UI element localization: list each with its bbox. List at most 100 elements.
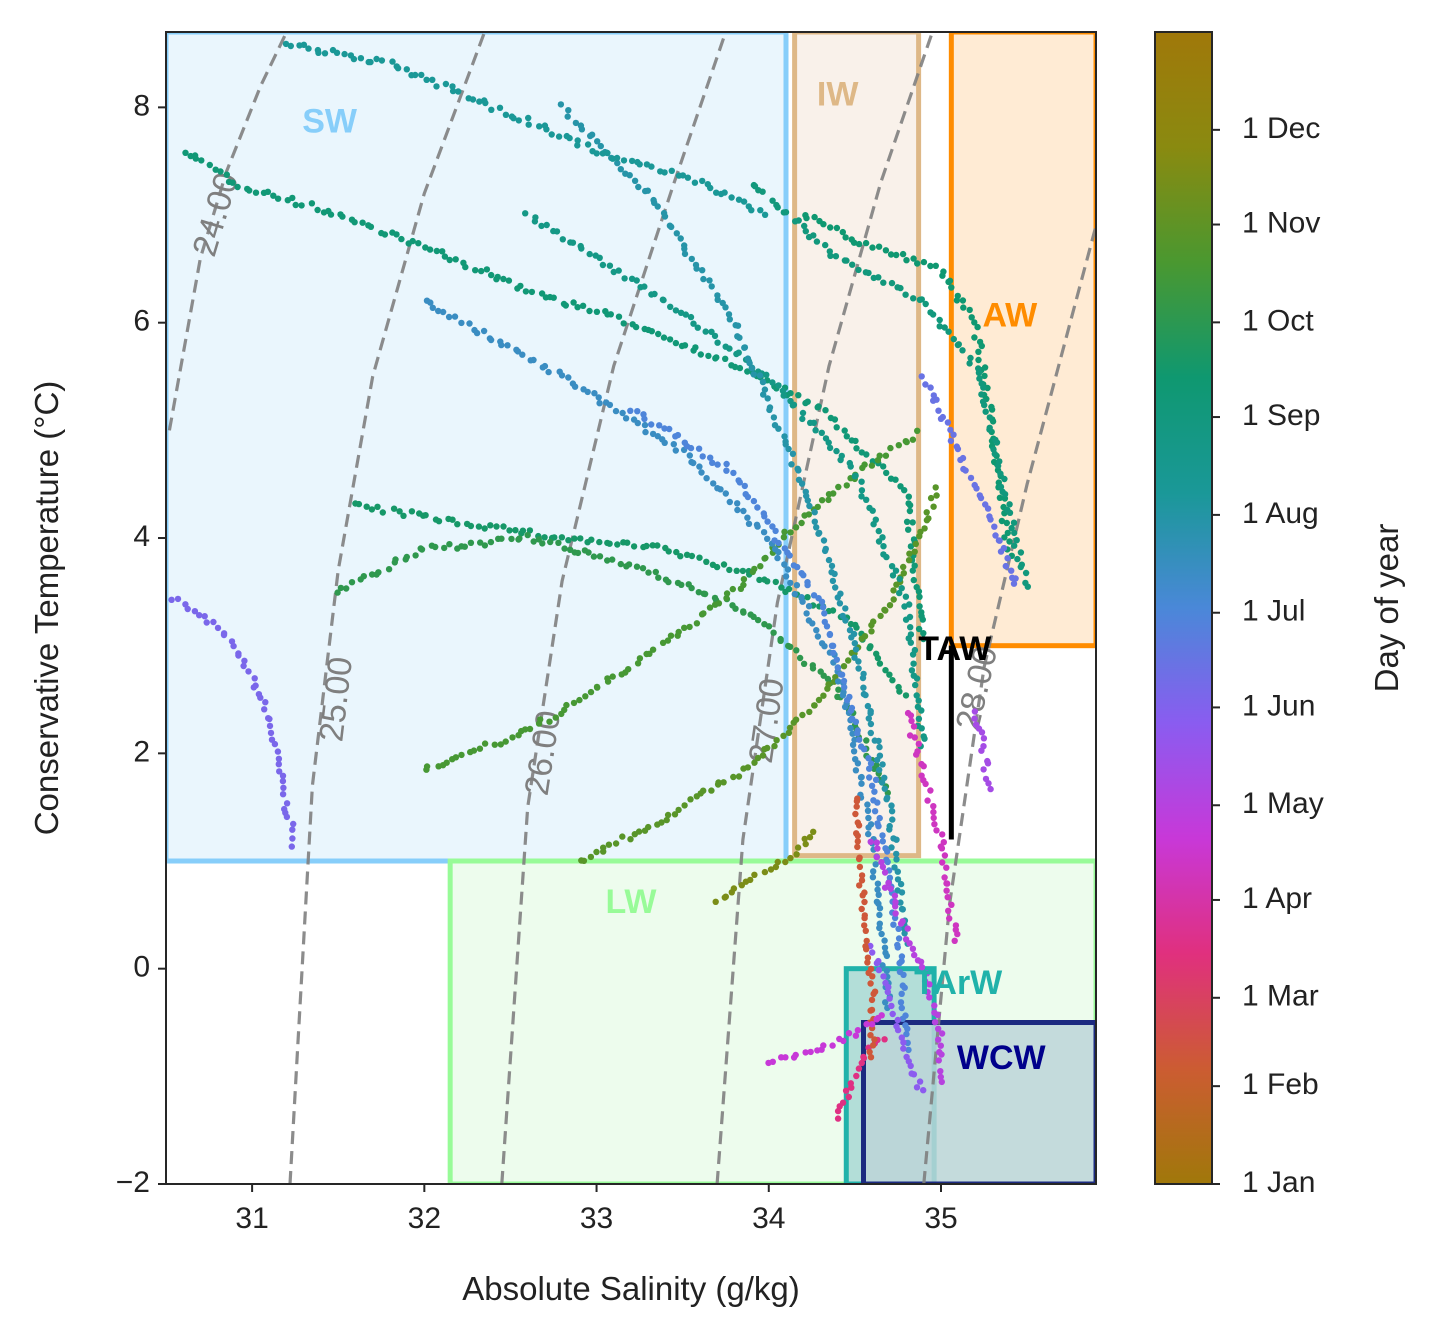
profile-point <box>493 523 500 530</box>
colorbar-tick-label: 1 Nov <box>1242 206 1320 239</box>
profile-point <box>604 149 611 157</box>
profile-point <box>869 874 877 881</box>
profile-point <box>422 244 429 251</box>
profile-point <box>897 880 905 888</box>
profile-point <box>476 98 483 105</box>
profile-point <box>270 192 277 199</box>
profile-point <box>687 313 695 321</box>
profile-point <box>661 425 668 432</box>
profile-point <box>869 244 876 251</box>
profile-point <box>821 547 829 555</box>
profile-point <box>740 507 747 515</box>
profile-point <box>799 409 807 417</box>
profile-point <box>910 255 917 262</box>
profile-point <box>887 444 894 452</box>
profile-point <box>975 356 982 364</box>
profile-point <box>907 1062 914 1070</box>
profile-point <box>672 447 679 454</box>
profile-point <box>706 604 714 611</box>
profile-point <box>874 845 881 852</box>
profile-point <box>693 620 701 627</box>
profile-point <box>512 527 519 534</box>
profile-point <box>359 219 366 226</box>
water-mass-labels: SW IW AW LW TArW WCW <box>302 76 1046 1078</box>
profile-point <box>892 476 899 483</box>
profile-point <box>854 760 862 767</box>
profile-point <box>686 623 693 631</box>
profile-point <box>443 759 450 766</box>
profile-point <box>658 819 665 826</box>
profile-point <box>714 461 721 468</box>
profile-point <box>976 375 983 382</box>
profile-point <box>840 677 848 685</box>
profile-point <box>909 651 917 658</box>
profile-point <box>314 206 321 214</box>
profile-point <box>862 927 869 934</box>
plot-frame <box>165 31 1097 1185</box>
profile-point <box>876 905 884 912</box>
profile-point <box>809 620 816 627</box>
profile-point <box>531 218 539 225</box>
profile-point <box>941 324 948 331</box>
profile-point <box>462 263 469 271</box>
profile-point <box>937 1068 944 1075</box>
profile-point <box>257 694 264 701</box>
profile-point <box>509 734 516 741</box>
profile-point <box>668 223 675 231</box>
profile-point <box>971 708 979 715</box>
profile-point <box>811 518 818 525</box>
profile-point <box>859 892 866 899</box>
profile-15 <box>904 709 961 944</box>
profile-point <box>452 256 459 263</box>
profile-point <box>785 585 793 593</box>
profile-point <box>804 497 811 504</box>
profile-point <box>793 647 800 654</box>
profile-point <box>936 323 943 330</box>
profile-point <box>522 288 530 295</box>
profile-point <box>452 754 460 761</box>
profile-point <box>745 520 753 527</box>
profile-point <box>787 390 794 397</box>
profile-point <box>446 541 453 548</box>
profile-point <box>896 589 903 597</box>
profile-point <box>622 415 630 422</box>
profile-point <box>458 319 465 327</box>
profile-point <box>390 505 398 512</box>
profile-point <box>788 461 795 468</box>
profile-point <box>670 441 677 448</box>
profile-point <box>951 937 958 944</box>
profile-point <box>950 335 957 343</box>
profile-point <box>914 260 921 267</box>
profile-point <box>695 589 702 596</box>
profile-point <box>600 844 607 851</box>
profile-point <box>408 508 416 515</box>
profile-point <box>947 426 954 434</box>
profile-point <box>564 113 571 120</box>
profile-point <box>885 879 892 887</box>
profile-point <box>913 1084 921 1091</box>
profile-point <box>648 163 655 170</box>
profile-point <box>661 213 669 220</box>
profile-point <box>590 553 598 560</box>
profile-point <box>977 494 985 502</box>
profile-point <box>778 584 785 591</box>
profile-point <box>591 390 598 397</box>
profile-point <box>683 551 691 558</box>
profile-point <box>980 384 987 391</box>
profile-point <box>500 523 507 530</box>
profile-point <box>780 732 787 739</box>
profile-point <box>839 228 846 236</box>
profile-point <box>203 619 210 626</box>
profile-point <box>877 612 884 620</box>
profile-point <box>832 584 839 591</box>
x-tick-label: 34 <box>752 1202 785 1235</box>
profile-point <box>792 524 800 531</box>
profile-point <box>853 624 860 631</box>
profile-point <box>811 702 818 709</box>
profile-point <box>875 737 882 745</box>
profile-point <box>679 172 687 179</box>
profile-point <box>918 373 925 380</box>
profile-point <box>423 763 431 770</box>
profile-point <box>858 872 866 879</box>
profile-point <box>853 803 860 810</box>
